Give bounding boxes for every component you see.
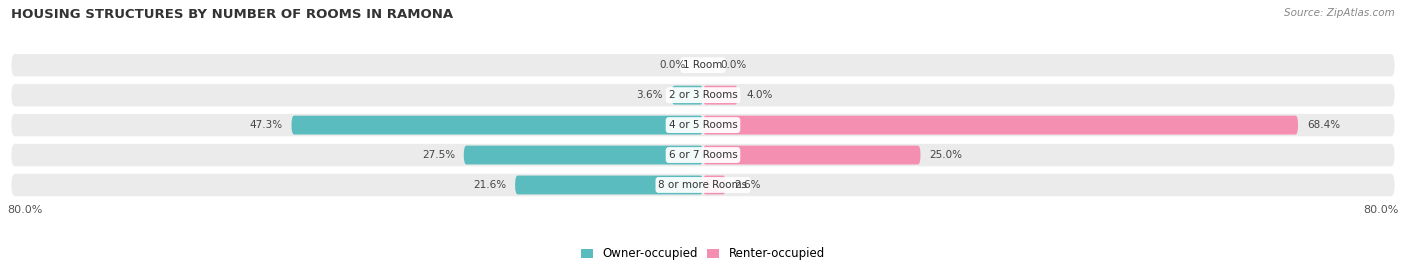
Text: 0.0%: 0.0% [659,60,686,70]
Text: 2.6%: 2.6% [734,180,761,190]
Text: 8 or more Rooms: 8 or more Rooms [658,180,748,190]
FancyBboxPatch shape [11,84,1395,106]
Text: 4.0%: 4.0% [747,90,773,100]
Text: 80.0%: 80.0% [7,205,42,215]
Text: 21.6%: 21.6% [474,180,506,190]
Text: 47.3%: 47.3% [250,120,283,130]
FancyBboxPatch shape [11,54,1395,76]
FancyBboxPatch shape [291,116,703,134]
FancyBboxPatch shape [703,176,725,194]
FancyBboxPatch shape [464,146,703,164]
FancyBboxPatch shape [11,114,1395,136]
FancyBboxPatch shape [11,144,1395,166]
Text: 68.4%: 68.4% [1306,120,1340,130]
FancyBboxPatch shape [703,116,1298,134]
Text: 6 or 7 Rooms: 6 or 7 Rooms [669,150,737,160]
FancyBboxPatch shape [515,176,703,194]
Text: 3.6%: 3.6% [637,90,664,100]
Legend: Owner-occupied, Renter-occupied: Owner-occupied, Renter-occupied [576,243,830,265]
Text: 4 or 5 Rooms: 4 or 5 Rooms [669,120,737,130]
Text: 2 or 3 Rooms: 2 or 3 Rooms [669,90,737,100]
FancyBboxPatch shape [672,86,703,105]
Text: Source: ZipAtlas.com: Source: ZipAtlas.com [1284,8,1395,18]
Text: 27.5%: 27.5% [422,150,456,160]
FancyBboxPatch shape [703,146,921,164]
FancyBboxPatch shape [703,86,738,105]
Text: 0.0%: 0.0% [720,60,747,70]
Text: 1 Room: 1 Room [683,60,723,70]
Text: HOUSING STRUCTURES BY NUMBER OF ROOMS IN RAMONA: HOUSING STRUCTURES BY NUMBER OF ROOMS IN… [11,8,453,21]
FancyBboxPatch shape [11,174,1395,196]
Text: 25.0%: 25.0% [929,150,962,160]
Text: 80.0%: 80.0% [1364,205,1399,215]
